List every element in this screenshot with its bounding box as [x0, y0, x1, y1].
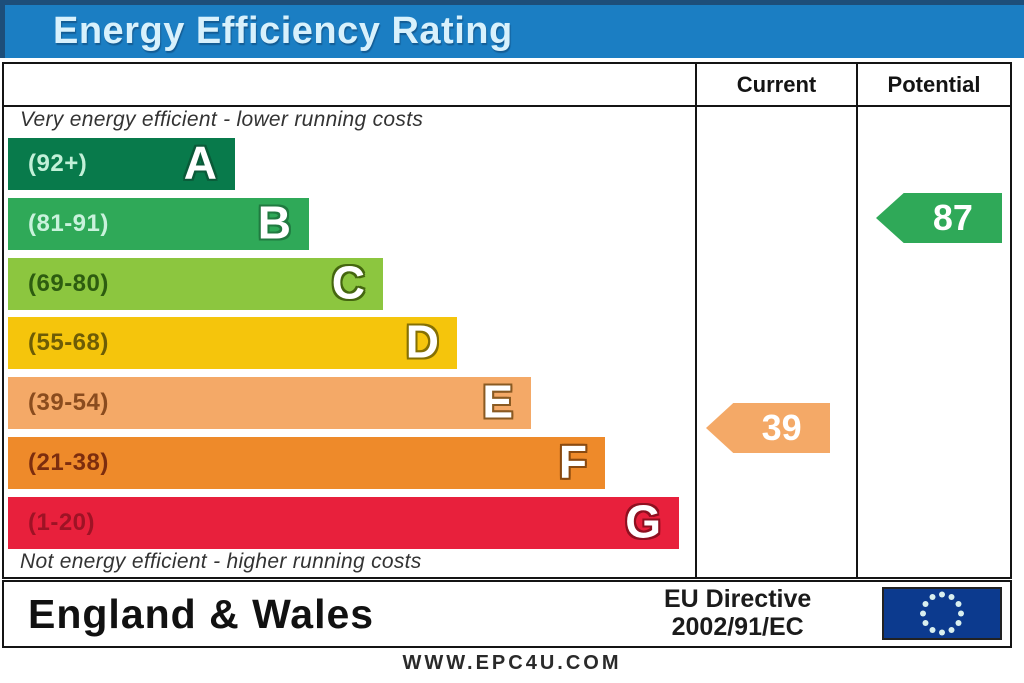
band-range-label: (81-91) [28, 210, 109, 237]
band-c: (69-80) C [8, 258, 383, 310]
band-g: (1-20) G [8, 497, 679, 549]
band-b: (81-91) B [8, 198, 309, 250]
bottom-note: Not energy efficient - higher running co… [20, 550, 422, 573]
eu-directive-label: EU Directive 2002/91/EC [664, 585, 811, 641]
eu-flag-stars [920, 591, 964, 636]
band-a: (92+) A [8, 138, 235, 190]
column-divider-potential [856, 64, 858, 577]
header-divider [4, 105, 1010, 107]
band-f: (21-38) F [8, 437, 605, 489]
band-letter: G [625, 495, 661, 548]
page-title: Energy Efficiency Rating [53, 10, 513, 52]
footer-bar: England & Wales EU Directive 2002/91/EC [2, 580, 1012, 648]
band-e: (39-54) E [8, 377, 531, 429]
band-letter: B [257, 196, 291, 249]
current-column-header: Current [736, 71, 817, 97]
potential-rating-value: 87 [932, 197, 973, 238]
band-letter: A [183, 136, 217, 189]
band-range-label: (21-38) [28, 449, 109, 476]
potential-rating-arrow: 87 [876, 193, 1002, 243]
column-divider-current [695, 64, 697, 577]
band-d: (55-68) D [8, 317, 457, 369]
website-url: WWW.EPC4U.COM [402, 652, 622, 674]
rating-table: Current Potential Very energy efficient … [2, 62, 1012, 579]
band-letter: D [405, 315, 439, 368]
eu-flag-icon [882, 587, 1002, 640]
potential-column-header: Potential [887, 71, 981, 97]
band-letter: F [558, 435, 587, 488]
region-label: England & Wales [28, 590, 375, 637]
band-range-label: (39-54) [28, 389, 109, 416]
band-range-label: (1-20) [28, 509, 96, 536]
current-rating-value: 39 [761, 407, 802, 448]
band-letter: C [331, 256, 365, 309]
band-range-label: (55-68) [28, 329, 109, 356]
title-bar: Energy Efficiency Rating [0, 0, 1024, 58]
current-rating-arrow: 39 [706, 403, 830, 453]
eu-directive-line1: EU Directive [664, 585, 812, 613]
eu-directive-line2: 2002/91/EC [671, 613, 804, 641]
band-letter: E [482, 375, 513, 428]
band-range-label: (69-80) [28, 270, 109, 297]
band-range-label: (92+) [28, 150, 88, 177]
top-note: Very energy efficient - lower running co… [20, 108, 424, 131]
